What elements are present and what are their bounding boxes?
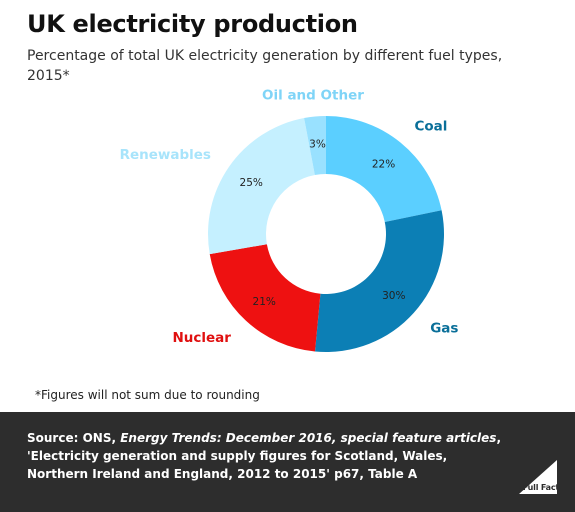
category-label-renewables: Renewables xyxy=(120,147,211,163)
category-label-oil-and-other: Oil and Other xyxy=(262,88,364,104)
value-label-renewables: 25% xyxy=(240,177,263,189)
category-label-coal: Coal xyxy=(414,119,447,135)
source-text: Source: ONS, Energy Trends: December 201… xyxy=(27,429,507,483)
slice-coal xyxy=(326,116,442,222)
category-label-gas: Gas xyxy=(430,320,458,336)
footer: Source: ONS, Energy Trends: December 201… xyxy=(0,412,575,512)
value-label-coal: 22% xyxy=(372,158,395,170)
slice-gas xyxy=(315,210,444,352)
category-label-nuclear: Nuclear xyxy=(172,330,231,346)
chart-title: UK electricity production xyxy=(27,10,358,38)
chart-subtitle: Percentage of total UK electricity gener… xyxy=(27,48,503,84)
source-publication: Energy Trends: December 2016, special fe… xyxy=(120,431,497,445)
slice-oil-and-other xyxy=(304,116,326,176)
value-label-oil-and-other: 3% xyxy=(309,138,326,150)
slice-nuclear xyxy=(209,244,321,352)
value-label-gas: 30% xyxy=(382,290,405,302)
source-org: ONS, xyxy=(82,431,117,445)
footnote: *Figures will not sum due to rounding xyxy=(35,388,260,402)
source-label: Source: xyxy=(27,431,79,445)
slice-renewables xyxy=(207,118,315,255)
full-fact-logo-icon xyxy=(519,460,557,494)
value-label-nuclear: 21% xyxy=(253,296,276,308)
full-fact-logo-text: Full Fact xyxy=(522,483,559,492)
source-detail: , 'Electricity generation and supply fig… xyxy=(27,431,502,481)
donut-chart: 22% 30% 21% 25% 3% Coal Gas Nuclear Renewables O… xyxy=(120,88,458,352)
